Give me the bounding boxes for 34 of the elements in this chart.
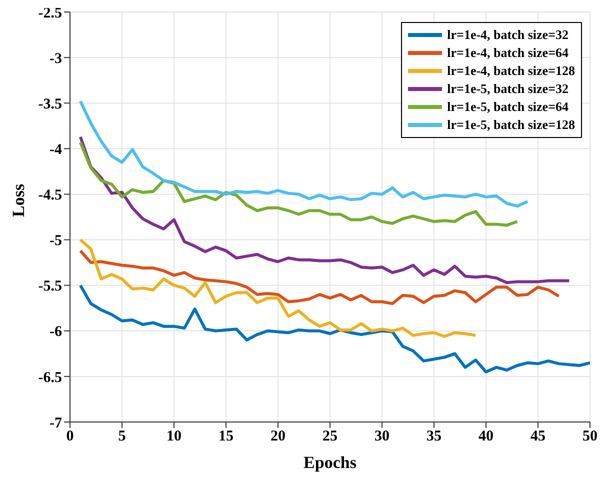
x-tick-label: 45 xyxy=(530,428,546,445)
legend-label: lr=1e-4, batch size=128 xyxy=(447,63,575,79)
line-series xyxy=(78,238,478,338)
x-tick-label: 20 xyxy=(270,428,286,445)
x-tick-label: 15 xyxy=(218,428,234,445)
x-tick-label: 50 xyxy=(582,428,598,445)
line-series xyxy=(78,135,571,284)
line-series xyxy=(78,100,530,208)
y-axis-title: Loss xyxy=(9,184,28,217)
x-axis-title: Epochs xyxy=(304,453,357,472)
legend-label: lr=1e-5, batch size=64 xyxy=(447,99,568,115)
legend-label: lr=1e-5, batch size=32 xyxy=(447,81,568,97)
x-tick-label: 5 xyxy=(118,428,126,445)
legend-label: lr=1e-5, batch size=128 xyxy=(447,117,575,133)
x-tick-label: 30 xyxy=(374,428,390,445)
line-series xyxy=(78,140,519,227)
y-tick-label: -7 xyxy=(50,415,62,432)
legend-label: lr=1e-4, batch size=64 xyxy=(447,45,568,61)
x-tick-label: 10 xyxy=(166,428,182,445)
x-tick-label: 25 xyxy=(322,428,338,445)
legend-label: lr=1e-4, batch size=32 xyxy=(447,27,568,43)
line-series xyxy=(78,249,560,306)
line-series xyxy=(78,284,590,374)
y-tick-label: -5 xyxy=(50,233,62,250)
x-tick-label: 40 xyxy=(478,428,494,445)
y-tick-label: -3 xyxy=(50,50,62,67)
x-tick-label: 35 xyxy=(426,428,442,445)
y-tick-label: -6.5 xyxy=(38,370,62,386)
y-tick-label: -5.5 xyxy=(38,278,62,295)
y-tick-label: -6 xyxy=(50,324,62,340)
y-tick-label: -3.5 xyxy=(38,96,62,112)
y-tick-label: -4.5 xyxy=(38,188,62,204)
x-tick-label: 0 xyxy=(66,428,74,445)
y-tick-label: -4 xyxy=(50,142,62,158)
